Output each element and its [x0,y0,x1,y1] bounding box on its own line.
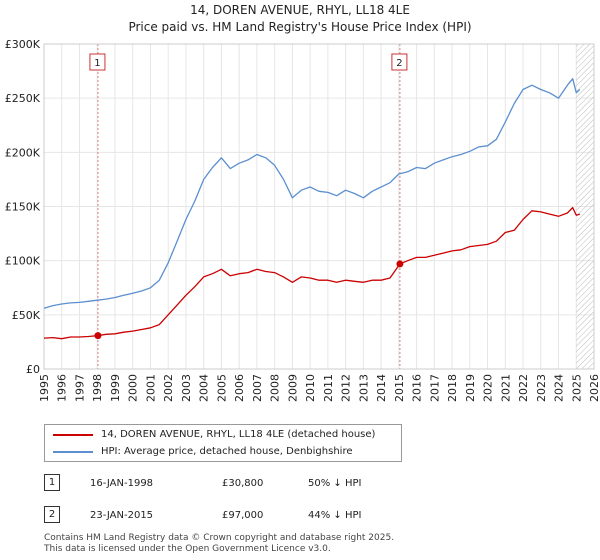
transaction-price: £30,800 [222,478,264,489]
y-tick-label: £150K [5,201,41,214]
transaction-hpi-diff: 44% ↓ HPI [308,510,362,521]
transaction-label: 1 [94,58,100,69]
transaction-number: 1 [44,474,60,491]
x-tick-label: 1997 [73,374,86,402]
x-tick-label: 2002 [162,374,175,402]
x-tick-label: 2020 [482,374,495,402]
x-tick-label: 2008 [269,374,282,402]
y-tick-label: £50K [12,309,41,322]
x-tick-label: 2005 [215,374,228,402]
footer-line-1: Contains HM Land Registry data © Crown c… [44,533,395,543]
x-tick-label: 2007 [251,374,264,402]
x-tick-label: 2001 [144,374,157,402]
x-tick-label: 2006 [233,374,246,402]
x-tick-label: 2025 [570,374,583,402]
x-tick-label: 2014 [375,374,388,402]
y-tick-label: £250K [5,92,41,105]
transaction-date: 16-JAN-1998 [90,478,154,489]
chart-title-address: 14, DOREN AVENUE, RHYL, LL18 4LE [190,3,410,17]
x-tick-label: 2012 [340,374,353,402]
x-tick-label: 2019 [464,374,477,402]
x-tick-label: 2026 [588,374,600,402]
x-tick-label: 2024 [553,374,566,402]
legend-swatch-price [53,434,93,436]
x-tick-label: 2011 [322,374,335,402]
x-tick-label: 2000 [127,374,140,402]
legend: 14, DOREN AVENUE, RHYL, LL18 4LE (detach… [44,424,402,462]
x-tick-label: 2016 [411,374,424,402]
x-tick-label: 2017 [428,374,441,402]
transaction-label-box [391,53,408,71]
x-tick-label: 2015 [393,374,406,402]
x-tick-label: 2009 [286,374,299,402]
x-tick-label: 2018 [446,374,459,402]
x-tick-label: 1999 [109,374,122,402]
footer-line-2: This data is licensed under the Open Gov… [44,544,331,554]
transaction-point [396,260,404,268]
x-tick-label: 2010 [304,374,317,402]
hpi-series-line [43,78,581,309]
x-tick-label: 1995 [38,374,51,402]
y-tick-label: £300K [5,38,41,51]
x-tick-label: 2003 [180,374,193,402]
legend-swatch-hpi [53,451,93,453]
chart-title-subtitle: Price paid vs. HM Land Registry's House … [128,20,472,34]
transaction-date: 23-JAN-2015 [90,510,154,521]
x-tick-label: 1996 [56,374,69,402]
x-tick-label: 2004 [198,374,211,402]
price-paid-series-line [43,206,580,340]
y-tick-label: £200K [5,146,41,159]
forecast-hatch-region [576,44,594,369]
transaction-price: £97,000 [222,510,264,521]
x-tick-label: 1998 [91,374,104,402]
transaction-hpi-diff: 50% ↓ HPI [308,478,362,489]
price-chart: 1 2 £0 £50K £100K £150K £200K £250K £300K 1995 199… [5,38,600,402]
plot-frame [43,43,595,370]
x-tick-label: 2022 [517,374,530,402]
transaction-number: 2 [44,506,60,523]
y-tick-label: £0 [26,363,40,376]
x-tick-label: 2021 [499,374,512,402]
x-tick-label: 2013 [357,374,370,402]
y-tick-label: £100K [5,255,41,268]
legend-label-price: 14, DOREN AVENUE, RHYL, LL18 4LE (detach… [101,429,376,440]
x-tick-label: 2023 [535,374,548,402]
transaction-label: 2 [396,58,402,69]
footer-copyright: Contains HM Land Registry data © Crown c… [44,533,394,555]
legend-label-hpi: HPI: Average price, detached house, Denb… [101,446,353,457]
transaction-point [94,332,102,340]
transaction-label-box [89,53,106,71]
